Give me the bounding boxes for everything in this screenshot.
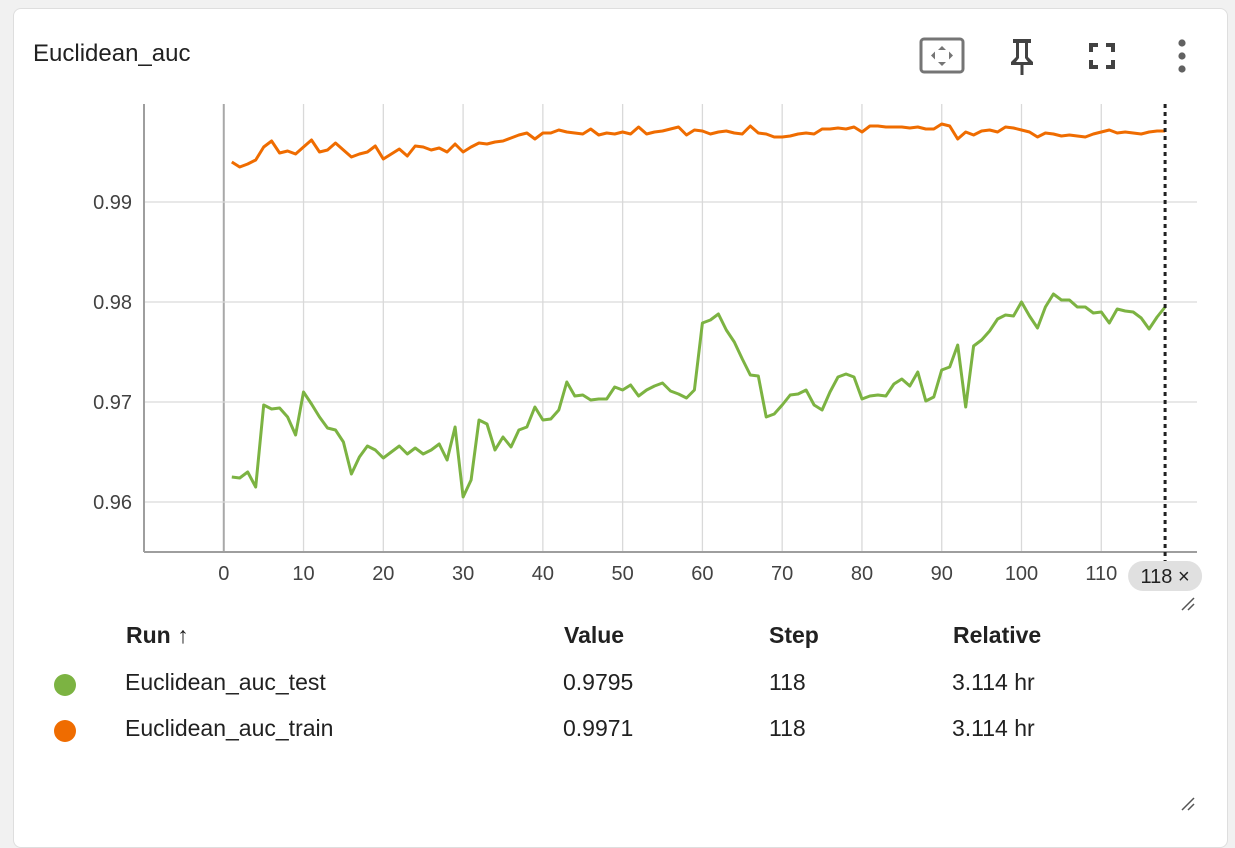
run-step: 118	[769, 715, 806, 741]
resize-handle-icon[interactable]	[1180, 796, 1196, 812]
chart-title: Euclidean_auc	[33, 40, 191, 67]
y-tick-label: 0.96	[93, 492, 132, 514]
x-tick-label: 0	[218, 563, 229, 585]
series-line	[230, 122, 1166, 169]
x-tick-label: 40	[532, 563, 554, 585]
fullscreen-icon	[1089, 43, 1115, 69]
x-axis: 0 10 20 30 40 50 60 70 80 90 100 110	[218, 563, 1117, 585]
line-chart[interactable]: 0.96 0.97 0.98 0.99 0 10 20 30 40 50 60 70 80 90 100 1…	[0, 0, 1235, 600]
chart-series	[230, 122, 1167, 499]
y-tick-label: 0.97	[93, 392, 132, 414]
hover-marker: 118 ×	[1128, 104, 1203, 591]
y-tick-label: 0.99	[93, 192, 132, 214]
hover-step-label: 118 ×	[1141, 566, 1190, 588]
run-relative: 3.114 hr	[952, 669, 1035, 695]
x-tick-label: 30	[452, 563, 474, 585]
y-axis: 0.96 0.97 0.98 0.99	[93, 192, 132, 514]
run-value: 0.9795	[563, 669, 634, 695]
run-name: Euclidean_auc_train	[125, 715, 334, 741]
x-tick-label: 90	[931, 563, 953, 585]
x-tick-label: 100	[1005, 563, 1038, 585]
run-step: 118	[769, 669, 806, 695]
fullscreen-button[interactable]	[1078, 34, 1126, 78]
col-header-run[interactable]: Run ↑	[126, 622, 189, 648]
run-name: Euclidean_auc_test	[125, 669, 326, 695]
fit-domain-button[interactable]	[918, 34, 966, 78]
run-relative: 3.114 hr	[952, 715, 1035, 741]
fit-domain-icon	[919, 37, 965, 74]
series-line	[231, 292, 1167, 499]
x-tick-label: 70	[771, 563, 793, 585]
run-color-dot	[54, 720, 76, 742]
x-tick-label: 10	[292, 563, 314, 585]
run-value: 0.9971	[563, 715, 634, 741]
pin-button[interactable]	[998, 34, 1046, 78]
run-color-dot	[54, 674, 76, 696]
col-header-step[interactable]: Step	[769, 622, 819, 648]
chart-card	[13, 8, 1228, 848]
resize-handle-icon[interactable]	[1180, 596, 1196, 612]
x-tick-label: 50	[612, 563, 634, 585]
more-vert-icon	[1178, 39, 1186, 73]
x-tick-label: 20	[372, 563, 394, 585]
x-tick-label: 60	[691, 563, 713, 585]
col-header-relative[interactable]: Relative	[953, 622, 1042, 648]
col-header-value[interactable]: Value	[564, 622, 625, 648]
more-options-button[interactable]	[1158, 34, 1206, 78]
pin-icon	[1011, 39, 1033, 75]
x-tick-label: 110	[1085, 563, 1117, 585]
y-tick-label: 0.98	[93, 292, 132, 314]
x-tick-label: 80	[851, 563, 873, 585]
hover-step-chip	[1128, 561, 1203, 591]
